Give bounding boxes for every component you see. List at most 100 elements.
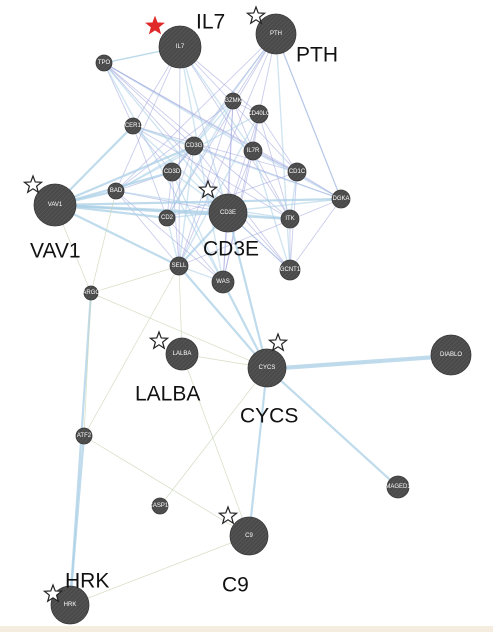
node-circle-vav1: [33, 183, 77, 227]
node-cd3g[interactable]: CD3G: [184, 136, 204, 156]
node-gzmk[interactable]: GZMK: [224, 92, 242, 110]
gene-callout-cd3e: CD3E: [203, 238, 259, 261]
node-vav1[interactable]: VAV1: [33, 183, 77, 227]
star-icon-cd3e: [197, 179, 219, 199]
node-label-fcer1a: FCER1A: [121, 123, 145, 129]
node-circle-pth: [255, 13, 297, 55]
edge-cd40lg-cd1c: [258, 113, 298, 173]
node-lalba[interactable]: LALBA: [165, 337, 199, 371]
node-label-casp10: CASP10: [148, 503, 172, 509]
node-circle-hrk: [50, 585, 90, 625]
edge-cycs-c9: [247, 367, 269, 537]
gene-callout-lalba: LALBA: [135, 383, 200, 406]
star-icon-lalba: [148, 330, 170, 350]
node-il7r[interactable]: IL7R: [243, 141, 263, 161]
node-hrk[interactable]: HRK: [50, 585, 90, 625]
edge-il7r-itk: [252, 150, 291, 220]
edge-cycs-diablo: [266, 355, 452, 372]
node-c9[interactable]: C9: [229, 516, 269, 556]
node-label-hrk: HRK: [64, 602, 77, 608]
node-label-il7r: IL7R: [247, 148, 260, 154]
edge-cycs-maged1: [266, 367, 399, 488]
edge-cd3g-sell: [178, 145, 195, 267]
edge-ppargc1a-sell: [90, 265, 180, 294]
node-circle-diablo: [430, 334, 472, 376]
node-circle-maged1: [386, 475, 410, 499]
edge-cd40lg-sell: [178, 113, 260, 267]
edge-sell-cycs: [178, 265, 268, 369]
node-label-cd1c: CD1C: [289, 169, 306, 175]
node-circle-atf2: [75, 427, 93, 445]
star-icon-vav1: [22, 174, 44, 194]
node-was[interactable]: WAS: [211, 270, 235, 294]
node-circle-il7: [158, 25, 202, 69]
node-label-cd3e: CD3E: [220, 210, 236, 216]
node-circle-gzmk: [224, 92, 242, 110]
node-gcnt1[interactable]: GCNT1: [279, 259, 301, 281]
node-circle-c9: [229, 516, 269, 556]
node-cycs[interactable]: CYCS: [247, 348, 287, 388]
node-ppargc1a[interactable]: PPARGC1A: [75, 285, 107, 301]
node-maged1[interactable]: MAGED1: [385, 475, 411, 499]
node-atf2[interactable]: ATF2: [75, 427, 93, 445]
node-label-c9: C9: [245, 533, 253, 539]
edge-tpo-fcer1a: [103, 62, 134, 127]
node-cd40lg[interactable]: CD40LG: [247, 104, 271, 124]
node-layer: IL7 PTH TPO GZMK FCER1A CD40LG CD3G IL7R CD3D CD1…: [33, 13, 472, 625]
node-label-bad: BAD: [110, 188, 123, 194]
edge-pth-bad: [115, 33, 277, 192]
edge-pth-dgka: [275, 33, 342, 200]
node-cd2[interactable]: CD2: [158, 209, 176, 227]
edge-bad-ppargc1a: [90, 190, 117, 294]
node-dgka[interactable]: DGKA: [331, 189, 351, 209]
node-cd1c[interactable]: CD1C: [287, 162, 307, 182]
bottom-strip: [0, 626, 493, 632]
node-circle-gcnt1: [279, 259, 301, 281]
node-fcer1a[interactable]: FCER1A: [121, 117, 145, 135]
node-cd3d[interactable]: CD3D: [162, 162, 182, 182]
edge-pth-sell: [178, 33, 277, 267]
node-casp10[interactable]: CASP10: [148, 497, 172, 515]
node-tpo[interactable]: TPO: [95, 54, 113, 72]
edge-il7-was: [179, 46, 224, 283]
node-pth[interactable]: PTH: [255, 13, 297, 55]
node-itk[interactable]: ITK: [280, 209, 300, 229]
edge-atf2-sell: [83, 265, 180, 437]
node-label-gcnt1: GCNT1: [280, 267, 301, 273]
edge-pth-cd2: [166, 33, 277, 219]
node-label-cycs: CYCS: [259, 365, 276, 371]
edge-cycs-diablo: [266, 353, 452, 370]
star-icon-hrk: [42, 583, 64, 603]
node-label-pth: PTH: [270, 31, 282, 37]
node-label-cd2: CD2: [161, 215, 174, 221]
edge-gzmk-bad: [115, 100, 234, 192]
node-label-diablo: DIABLO: [440, 352, 462, 358]
node-cd3e[interactable]: CD3E: [208, 193, 248, 233]
edge-il7r-gcnt1: [252, 150, 291, 271]
node-circle-lalba: [165, 337, 199, 371]
edge-cd40lg-itk: [258, 113, 291, 220]
node-sell[interactable]: SELL: [169, 256, 189, 276]
label-layer: IL7 PTH VAV1 CD3E LALBA CYCS HRK C9: [22, 5, 338, 603]
edge-atf2-c9: [83, 435, 250, 537]
node-circle-casp10: [151, 497, 169, 515]
edge-bad-was: [115, 190, 224, 283]
edge-gzmk-cd2: [166, 100, 234, 219]
node-bad[interactable]: BAD: [107, 182, 125, 200]
edge-fcer1a-itk: [132, 125, 291, 220]
node-circle-sell: [169, 256, 189, 276]
node-il7[interactable]: IL7: [158, 25, 202, 69]
node-label-was: WAS: [216, 279, 229, 285]
node-circle-dgka: [331, 189, 351, 209]
node-label-atf2: ATF2: [77, 433, 92, 439]
edge-cd3g-dgka: [193, 145, 342, 200]
edge-gzmk-was: [222, 100, 234, 283]
edge-bad-itk: [115, 190, 291, 220]
edge-cd3d-was: [171, 171, 224, 283]
gene-callout-hrk: HRK: [65, 570, 109, 593]
node-label-dgka: DGKA: [332, 196, 349, 202]
node-diablo[interactable]: DIABLO: [430, 334, 472, 376]
gene-callout-il7: IL7: [196, 11, 225, 34]
node-label-il7: IL7: [176, 44, 185, 50]
